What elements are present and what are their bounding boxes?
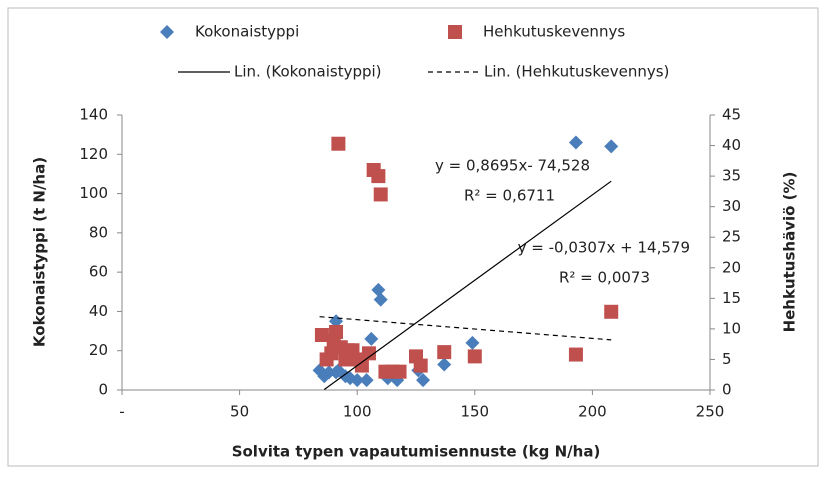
y2-tick-label: 40 [722,136,741,154]
legend-label: Hehkutuskevennys [483,23,625,41]
y-tick-label: 80 [89,223,108,241]
point [331,363,346,378]
point [371,169,386,184]
y-tick-label: 40 [89,302,108,320]
y2-tick-label: 25 [722,228,741,246]
y2-tick-label: 35 [722,167,741,185]
legend-marker [160,25,174,39]
point [413,358,428,373]
legend-marker [448,25,462,39]
legend-label: Kokonaistyppi [195,23,299,41]
point [392,364,407,379]
y2-tick-label: 45 [722,106,741,124]
point [568,347,583,362]
point [329,324,344,339]
y-tick-label: 100 [79,184,108,202]
legend-label: Lin. (Hehkutuskevennys) [484,63,669,81]
point [437,357,452,372]
y-tick-label: 20 [89,341,108,359]
trend-r2: R² = 0,6711 [464,187,555,205]
y2-tick-label: 5 [722,350,732,368]
point [364,331,379,346]
y2-tick-label: 20 [722,258,741,276]
y-tick-label: 60 [89,263,108,281]
trend-equation: y = 0,8695x- 74,528 [435,157,590,175]
point [604,139,619,154]
point [604,304,619,319]
x-tick-label: 250 [696,403,725,421]
point [331,136,346,151]
x-tick-label: 100 [343,403,372,421]
trendline [319,316,612,341]
x-axis-title: Solvita typen vapautumisennuste (kg N/ha… [232,443,601,461]
point [359,373,374,388]
point [314,328,329,342]
trend-equation: y = -0,0307x + 14,579 [518,239,690,257]
x-tick-label: - [119,403,124,421]
point [361,346,376,361]
chart-border [7,7,819,467]
trend-r2: R² = 0,0073 [559,269,650,287]
point [568,135,583,150]
point [350,373,365,388]
trendline [323,180,612,390]
legend-label: Lin. (Kokonaistyppi) [234,63,382,81]
y2-tick-label: 30 [722,197,741,215]
point [416,373,431,388]
point [373,187,388,202]
y2-tick-label: 0 [722,381,732,399]
point [437,345,452,360]
y-tick-label: 140 [79,106,108,124]
point [467,349,482,364]
point [321,365,336,380]
point [371,282,386,297]
point [465,335,480,350]
point [354,358,369,373]
x-tick-label: 50 [230,403,249,421]
point [373,292,388,307]
y2-axis-title: Hehkutushäviö (%) [781,172,799,333]
y2-tick-label: 10 [722,319,741,337]
y-tick-label: 0 [98,381,108,399]
y2-tick-label: 15 [722,289,741,307]
x-tick-label: 200 [578,403,607,421]
y-axis-title: Kokonaistyppi (t N/ha) [31,157,49,347]
y-tick-label: 120 [79,145,108,163]
x-tick-label: 150 [460,403,489,421]
